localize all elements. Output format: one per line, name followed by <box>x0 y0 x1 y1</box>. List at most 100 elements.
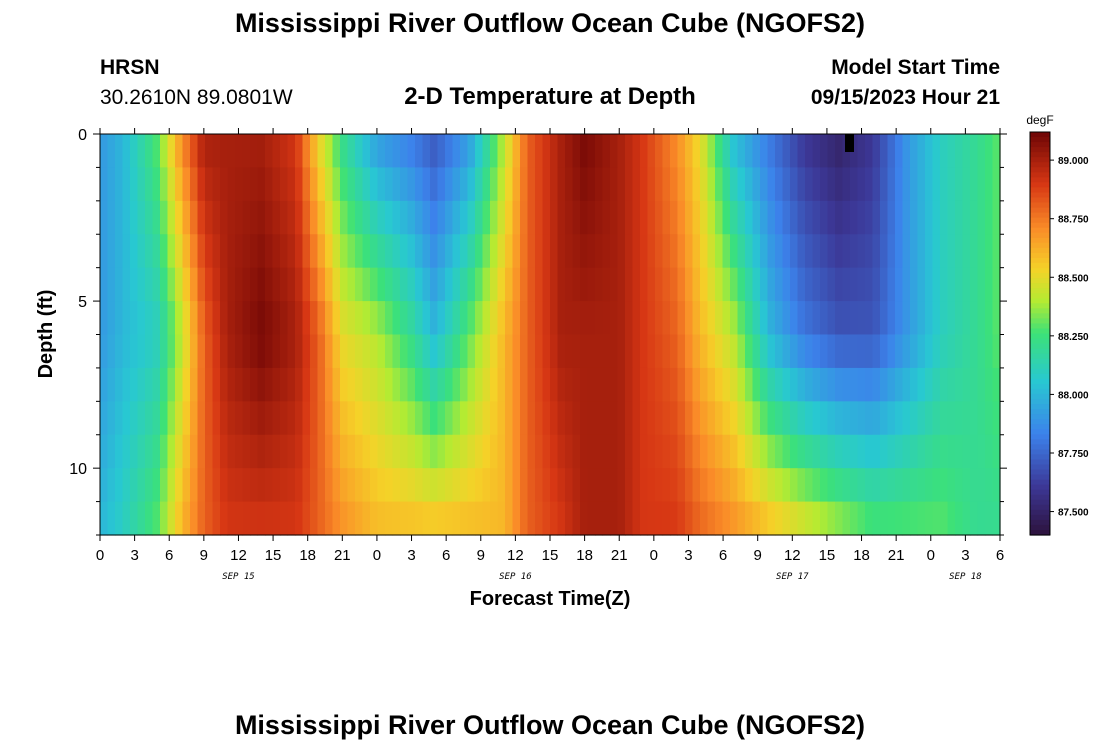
heatmap-cell <box>512 301 521 336</box>
heatmap-cell <box>812 401 821 436</box>
heatmap-cell <box>865 200 874 235</box>
colorbar-tick-label: 88.000 <box>1058 390 1089 401</box>
heatmap-cell <box>805 468 814 503</box>
heatmap-cell <box>572 134 581 169</box>
heatmap-cell <box>565 501 574 536</box>
heatmap-cell <box>182 434 191 469</box>
colorbar-segment <box>1030 197 1050 204</box>
heatmap-cell <box>302 334 311 369</box>
heatmap-cell <box>302 267 311 302</box>
heatmap-cell <box>152 468 161 503</box>
heatmap-cell <box>670 434 679 469</box>
heatmap-cell <box>812 301 821 336</box>
heatmap-cell <box>175 468 184 503</box>
colorbar-segment <box>1030 172 1050 178</box>
heatmap-cell <box>902 434 911 469</box>
heatmap-cell <box>355 468 364 503</box>
x-axis-label: Forecast Time(Z) <box>470 588 631 610</box>
heatmap-cell <box>100 167 109 202</box>
heatmap-cell <box>887 200 896 235</box>
heatmap-cell <box>355 501 364 536</box>
heatmap-cell <box>220 167 229 202</box>
heatmap-cell <box>572 367 581 402</box>
heatmap-cell <box>655 267 664 302</box>
heatmap-cell <box>700 501 709 536</box>
heatmap-cell <box>655 200 664 235</box>
heatmap-cell <box>962 468 971 503</box>
heatmap-cell <box>677 134 686 169</box>
heatmap-cell <box>557 134 566 169</box>
colorbar-segment <box>1030 162 1050 168</box>
heatmap-cell <box>760 134 769 169</box>
heatmap-cell <box>932 134 941 169</box>
heatmap-cell <box>685 134 694 169</box>
x-axis: 0 3 6 9 12 15 18 21 0 3 6 9 12 15 18 21 0 3 6 9 12 15 18 21 0 3 6S… <box>96 128 1004 582</box>
heatmap-cell <box>160 200 169 235</box>
heatmap-cell <box>587 367 596 402</box>
heatmap-cell <box>820 468 829 503</box>
colorbar-segment <box>1030 444 1050 450</box>
heatmap-cell <box>677 468 686 503</box>
heatmap-cell <box>797 401 806 436</box>
heatmap-cell <box>362 501 371 536</box>
heatmap-cell <box>362 367 371 402</box>
heatmap-cell <box>167 234 176 269</box>
heatmap-cell <box>182 501 191 536</box>
heatmap-cell <box>775 267 784 302</box>
heatmap-cell <box>437 234 446 269</box>
heatmap-cell <box>790 401 799 436</box>
heatmap-cell <box>940 234 949 269</box>
heatmap-cell <box>580 468 589 503</box>
colorbar-segment <box>1030 469 1050 476</box>
heatmap-cell <box>992 301 1001 336</box>
heatmap-cell <box>595 501 604 536</box>
heatmap-cell <box>737 367 746 402</box>
heatmap-cell <box>467 468 476 503</box>
heatmap-cell <box>602 301 611 336</box>
heatmap-cell <box>505 434 514 469</box>
heatmap-cell <box>137 367 146 402</box>
heatmap-cell <box>257 367 266 402</box>
heatmap-cell <box>692 468 701 503</box>
heatmap-cell <box>325 434 334 469</box>
heatmap-cell <box>632 200 641 235</box>
heatmap-cell <box>175 501 184 536</box>
heatmap-cell <box>737 234 746 269</box>
heatmap-cell <box>197 200 206 235</box>
heatmap-cell <box>902 501 911 536</box>
heatmap-cell <box>587 468 596 503</box>
heatmap-cell <box>707 234 716 269</box>
heatmap-cell <box>940 401 949 436</box>
heatmap-cell <box>985 367 994 402</box>
heatmap-cell <box>250 367 259 402</box>
heatmap-cell <box>880 434 889 469</box>
heatmap-cell <box>820 134 829 169</box>
heatmap-cell <box>857 334 866 369</box>
heatmap-cell <box>392 267 401 302</box>
heatmap-cell <box>700 434 709 469</box>
heatmap-cell <box>985 468 994 503</box>
heatmap-cell <box>115 367 124 402</box>
heatmap-cell <box>662 367 671 402</box>
colorbar-segment <box>1030 524 1050 531</box>
heatmap-cell <box>272 234 281 269</box>
heatmap-cell <box>400 167 409 202</box>
heatmap-cell <box>580 200 589 235</box>
heatmap-cell <box>782 200 791 235</box>
heatmap-cell <box>160 267 169 302</box>
heatmap-cell <box>160 334 169 369</box>
heatmap-cell <box>947 367 956 402</box>
x-tick-label: 3 <box>407 547 415 564</box>
colorbar-segment <box>1030 514 1050 521</box>
heatmap-cell <box>670 234 679 269</box>
heatmap-cell <box>107 267 116 302</box>
heatmap-cell <box>497 501 506 536</box>
heatmap-cell <box>325 200 334 235</box>
heatmap-cell <box>310 200 319 235</box>
heatmap-cell <box>512 200 521 235</box>
heatmap-cell <box>850 234 859 269</box>
heatmap-cell <box>632 134 641 169</box>
heatmap-cell <box>737 468 746 503</box>
heatmap-cell <box>640 468 649 503</box>
colorbar-segment <box>1030 509 1050 516</box>
